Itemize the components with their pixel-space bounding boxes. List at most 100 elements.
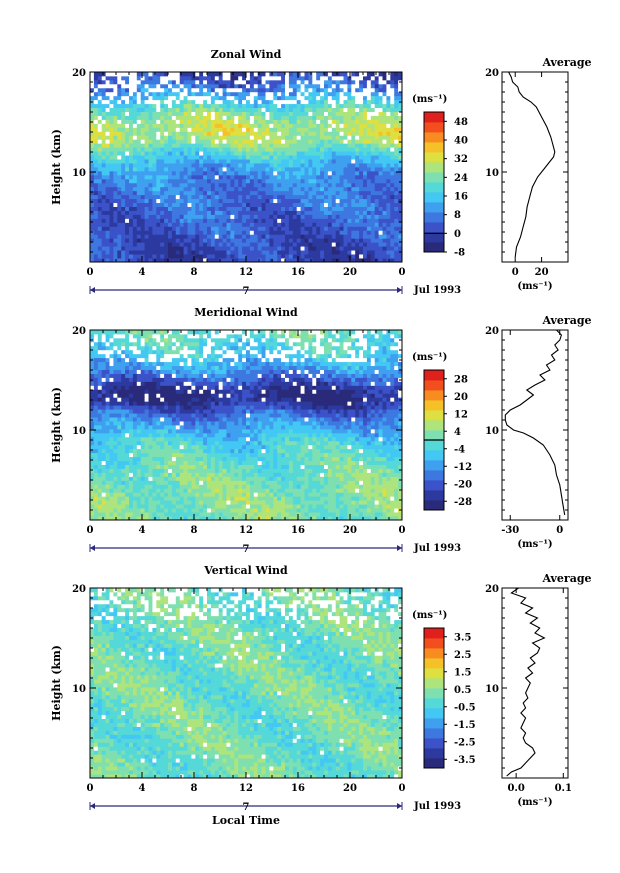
heatmap-cell <box>273 488 278 493</box>
heatmap-cell <box>324 103 329 109</box>
heatmap-cell <box>339 174 344 180</box>
heatmap-cell <box>300 163 305 168</box>
heatmap-cell <box>160 103 165 109</box>
heatmap-cell <box>261 484 266 489</box>
heatmap-cell <box>234 496 239 501</box>
heatmap-cell <box>339 214 344 219</box>
heatmap-cell <box>312 488 317 493</box>
heatmap-cell <box>265 512 270 517</box>
heatmap-cell <box>253 476 259 481</box>
heatmap-cell <box>382 91 387 97</box>
heatmap-cell <box>140 115 145 120</box>
heatmap-cell <box>152 194 157 200</box>
heatmap-cell <box>285 500 290 505</box>
heatmap-cell <box>374 488 379 493</box>
heatmap-cell <box>265 95 270 101</box>
heatmap-cell <box>398 492 403 497</box>
heatmap-cell <box>132 194 138 200</box>
heatmap-cell <box>97 206 103 211</box>
heatmap-cell <box>398 198 403 204</box>
heatmap-cell <box>378 151 383 156</box>
heatmap-cell <box>230 226 235 231</box>
heatmap-cell <box>207 234 212 239</box>
heatmap-cell <box>331 194 337 200</box>
heatmap-cell <box>308 123 313 128</box>
heatmap-cell <box>370 95 376 101</box>
heatmap-cell <box>109 123 114 128</box>
heatmap-cell <box>168 480 173 485</box>
heatmap-cell <box>230 99 235 105</box>
heatmap-cell <box>152 476 157 481</box>
heatmap-cell <box>226 234 231 239</box>
heatmap-cell <box>148 226 153 231</box>
heatmap-cell <box>390 99 395 105</box>
heatmap-cell <box>277 186 282 192</box>
heatmap-cell <box>171 234 177 239</box>
heatmap-cell <box>136 472 142 477</box>
heatmap-cell <box>273 170 278 176</box>
heatmap-cell <box>269 155 274 160</box>
heatmap-cell <box>351 91 356 97</box>
heatmap-cell <box>125 131 130 136</box>
heatmap-cell <box>308 508 313 513</box>
heatmap-cell <box>218 155 223 160</box>
heatmap-cell <box>214 182 220 188</box>
heatmap-cell <box>218 151 223 156</box>
heatmap-cell <box>226 492 231 497</box>
heatmap-cell <box>261 139 266 144</box>
heatmap-cell <box>355 198 360 204</box>
heatmap-cell <box>351 115 356 120</box>
heatmap-cell <box>316 91 321 97</box>
heatmap-cell <box>238 186 243 192</box>
heatmap-cell <box>394 194 399 200</box>
heatmap-cell <box>253 72 259 77</box>
heatmap-cell <box>312 87 317 93</box>
heatmap-cell <box>175 488 181 493</box>
heatmap-cell <box>109 87 114 93</box>
heatmap-cell <box>140 214 145 219</box>
heatmap-cell <box>285 143 290 148</box>
heatmap-cell <box>277 139 282 144</box>
heatmap-cell <box>339 218 344 223</box>
heatmap-cell <box>347 147 352 152</box>
heatmap-cell <box>90 488 95 493</box>
heatmap-cell <box>269 83 274 89</box>
heatmap-cell <box>285 178 290 184</box>
heatmap-cell <box>304 512 309 517</box>
heatmap-cell <box>288 159 294 164</box>
heatmap-cell <box>218 111 223 116</box>
average-x-tick-label: 0 <box>512 267 519 278</box>
heatmap-cell <box>366 147 372 152</box>
heatmap-cell <box>105 484 110 489</box>
heatmap-cell <box>97 72 103 77</box>
heatmap-cell <box>148 111 153 116</box>
heatmap-cell <box>312 484 317 489</box>
heatmap-cell <box>199 72 204 77</box>
heatmap-cell <box>343 131 348 136</box>
heatmap-cell <box>175 246 181 251</box>
heatmap-cell <box>249 135 255 140</box>
heatmap-cell <box>175 472 181 477</box>
heatmap-cell <box>253 182 259 188</box>
heatmap-cell <box>105 472 110 477</box>
heatmap-cell <box>273 512 278 517</box>
heatmap-cell <box>347 242 352 247</box>
heatmap-cell <box>109 198 114 204</box>
heatmap-cell <box>117 476 122 481</box>
heatmap-cell <box>203 83 208 89</box>
heatmap-cell <box>140 178 145 184</box>
heatmap-cell <box>331 95 337 101</box>
heatmap-cell <box>109 159 114 164</box>
heatmap-cell <box>359 226 364 231</box>
heatmap-cell <box>93 135 99 140</box>
heatmap-cell <box>257 254 262 259</box>
heatmap-cell <box>335 492 340 497</box>
heatmap-cell <box>175 254 181 259</box>
heatmap-cell <box>261 75 266 81</box>
heatmap-cell <box>316 95 321 101</box>
heatmap-cell <box>222 151 227 156</box>
heatmap-cell <box>347 238 352 243</box>
heatmap-cell <box>257 75 262 81</box>
heatmap-cell <box>234 250 239 255</box>
heatmap-cell <box>277 476 282 481</box>
